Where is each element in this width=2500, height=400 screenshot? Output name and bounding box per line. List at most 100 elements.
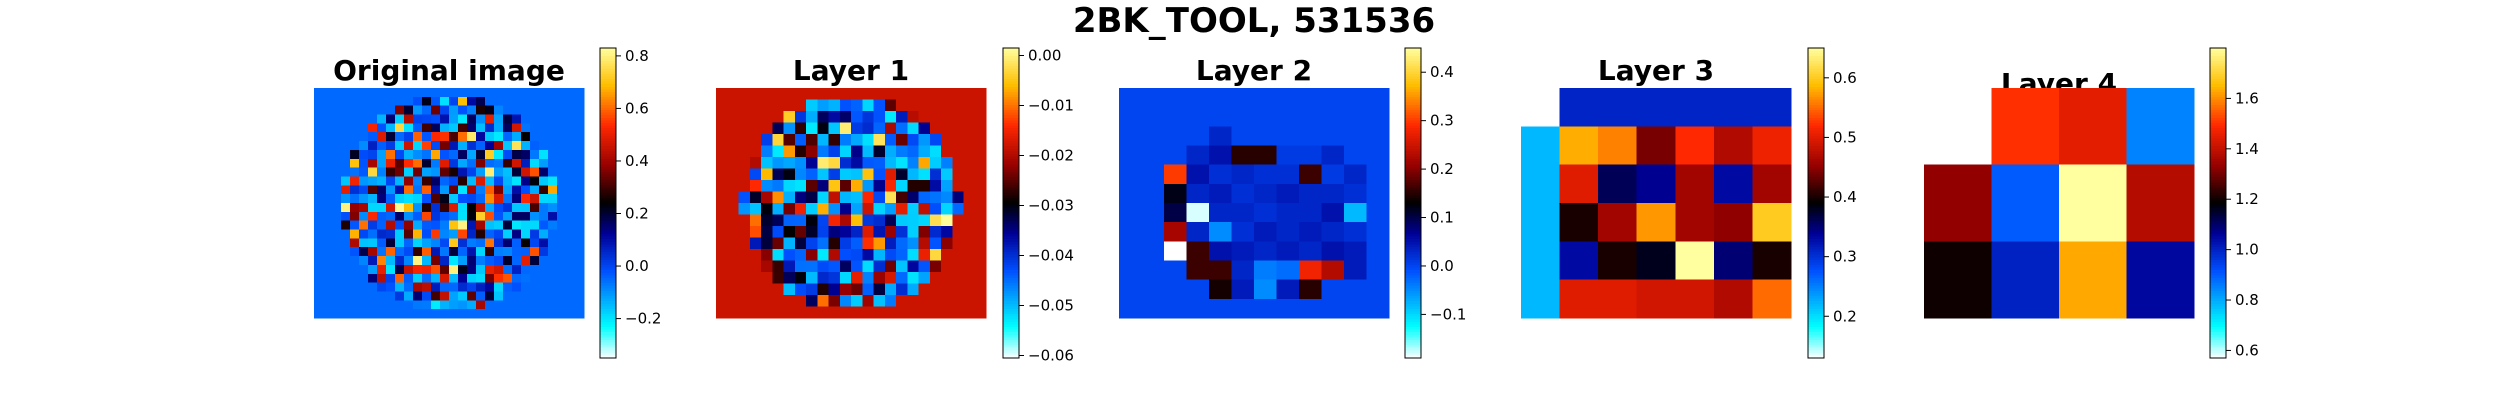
heatmap-cell: [952, 249, 965, 262]
heatmap-cell: [350, 264, 360, 275]
heatmap-cell: [862, 168, 875, 181]
heatmap-cell: [512, 282, 522, 293]
colorbar-segment: [2210, 135, 2226, 140]
heatmap-cell: [566, 203, 576, 213]
colorbar-segment: [1003, 239, 1019, 243]
heatmap-cell: [1366, 298, 1390, 319]
colorbar-segment: [1003, 347, 1019, 351]
heatmap-cell: [817, 237, 830, 250]
heatmap-cell: [862, 249, 875, 262]
heatmap-cell: [431, 220, 441, 231]
colorbar-segment: [600, 265, 616, 269]
heatmap-cell: [557, 291, 567, 301]
colorbar-segment: [1003, 321, 1019, 326]
panel-2: Layer 1 0.00−0.01−0.02−0.03−0.04−0.05−0.0…: [716, 47, 1074, 365]
colorbar-segment: [600, 125, 616, 129]
colorbar-segment: [1808, 329, 1824, 333]
heatmap-cell: [485, 96, 495, 107]
heatmap-cell: [896, 214, 908, 227]
heatmap-cell: [485, 220, 495, 231]
heatmap-cell: [716, 214, 728, 227]
heatmap-cell: [449, 96, 459, 107]
heatmap-cell: [918, 99, 931, 112]
heatmap-cell: [476, 264, 486, 275]
colorbar-segment: [1808, 272, 1824, 276]
heatmap-cell: [350, 282, 360, 293]
heatmap-cell: [907, 203, 920, 216]
heatmap-cell: [386, 96, 396, 107]
heatmap-cell: [1299, 203, 1323, 223]
heatmap-cell: [1636, 241, 1676, 281]
heatmap-cell: [1344, 145, 1368, 166]
colorbar-segment: [1405, 272, 1421, 276]
heatmap-cell: [772, 260, 785, 273]
colorbar-segment: [600, 285, 616, 289]
heatmap-cell: [350, 176, 360, 186]
heatmap-cell: [727, 214, 740, 227]
heatmap-cell: [794, 111, 807, 124]
heatmap-cell: [907, 168, 920, 181]
heatmap-cell: [1299, 145, 1323, 166]
colorbar-segment: [600, 332, 616, 336]
heatmap-cell: [907, 214, 920, 227]
colorbar-segment: [2210, 275, 2226, 279]
heatmap-cell: [377, 96, 387, 107]
colorbar-segment: [1808, 141, 1824, 145]
heatmap-cell: [963, 122, 976, 135]
heatmap-cell: [386, 194, 396, 204]
heatmap-cell: [503, 105, 513, 116]
heatmap-cell: [952, 214, 965, 227]
heatmap-cell: [918, 191, 931, 204]
heatmap-cell: [1321, 241, 1345, 262]
colorbar-segment: [1405, 339, 1421, 344]
colorbar-segment: [1808, 314, 1824, 318]
heatmap-cell: [1119, 145, 1143, 166]
heatmap-cell: [1636, 164, 1676, 204]
heatmap-cell: [449, 229, 459, 239]
heatmap-cell: [851, 260, 863, 273]
colorbar-segment: [2210, 215, 2226, 220]
heatmap-cell: [783, 214, 796, 227]
heatmap-cell: [476, 203, 486, 213]
heatmap-cell: [1713, 279, 1754, 319]
heatmap-cell: [539, 149, 549, 160]
heatmap-cell: [413, 282, 423, 293]
heatmap-cell: [817, 260, 830, 273]
colorbar-segment: [1003, 208, 1019, 212]
colorbar-segment: [600, 301, 616, 305]
heatmap-cell: [575, 238, 585, 248]
colorbar-segment: [2210, 55, 2226, 59]
heatmap-cell: [783, 272, 796, 285]
heatmap-cell: [783, 203, 796, 216]
heatmap-cell: [476, 229, 486, 239]
heatmap-cell: [738, 295, 751, 308]
colorbar-segment: [1405, 192, 1421, 196]
heatmap-cell: [332, 282, 342, 293]
heatmap-cell: [884, 295, 897, 308]
heatmap-cell: [1598, 126, 1638, 166]
colorbar-segment: [1808, 184, 1824, 189]
heatmap-cell: [727, 237, 740, 250]
heatmap-cell: [539, 282, 549, 293]
colorbar-segment: [1003, 169, 1019, 173]
heatmap-cell: [521, 238, 531, 248]
heatmap-cell: [440, 114, 450, 124]
heatmap-cell: [828, 272, 841, 285]
heatmap-cell: [377, 291, 387, 301]
heatmap-cell: [896, 249, 908, 262]
colorbar-segment: [1405, 130, 1421, 134]
heatmap-cell: [539, 194, 549, 204]
heatmap-cell: [413, 141, 423, 151]
heatmap-cell: [449, 105, 459, 116]
heatmap-cell: [449, 211, 459, 222]
colorbar-segment: [2210, 197, 2226, 202]
colorbar-segment: [1405, 128, 1421, 132]
colorbar-segment: [1003, 259, 1019, 264]
heatmap-cell: [386, 247, 396, 257]
colorbar-segment: [1003, 138, 1019, 142]
heatmap-cell: [530, 194, 540, 204]
heatmap-cell: [386, 105, 396, 116]
heatmap-cell: [727, 249, 740, 262]
heatmap-cell: [862, 272, 875, 285]
heatmap-cell: [332, 88, 342, 98]
